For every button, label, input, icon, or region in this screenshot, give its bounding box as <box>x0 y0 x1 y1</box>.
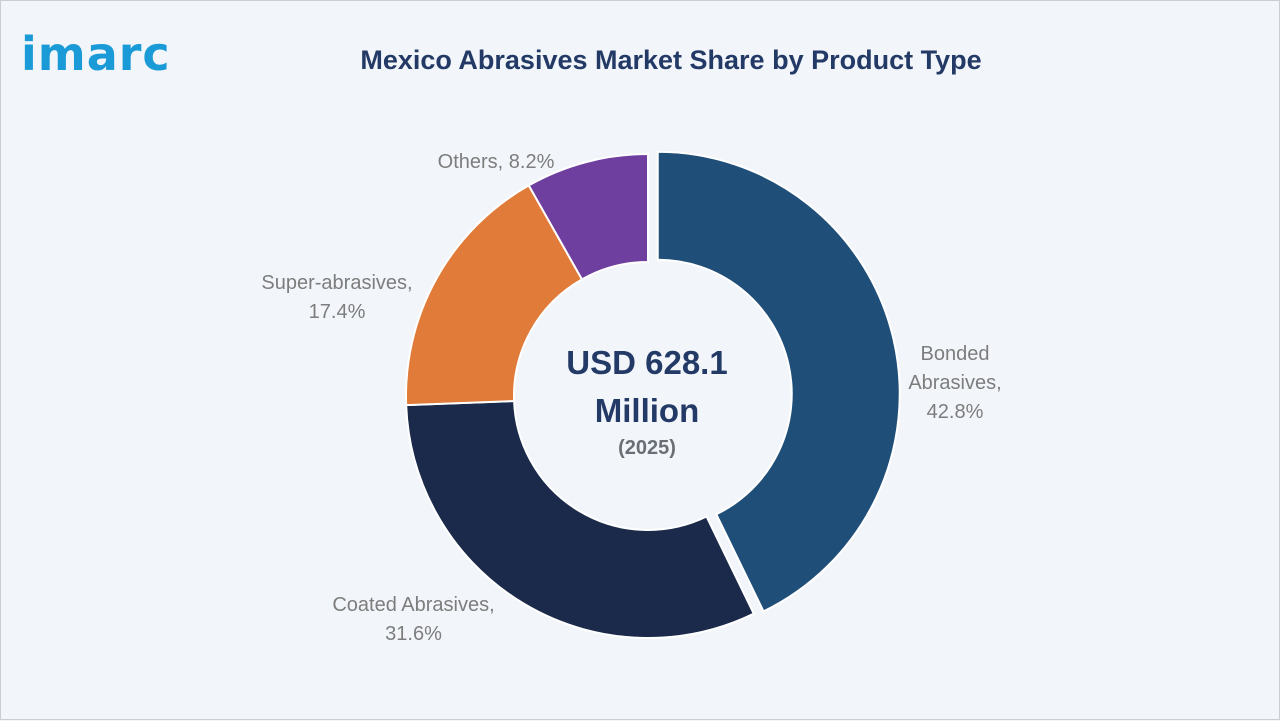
label-bonded-abrasives: Bonded Abrasives, 42.8% <box>881 340 1029 427</box>
label-super-abrasives: Super-abrasives, 17.4% <box>237 269 437 327</box>
label-super-line2: 17.4% <box>308 301 366 323</box>
label-super-line1: Super-abrasives, <box>261 272 413 294</box>
slice-super-abrasives <box>405 184 584 407</box>
label-others-line1: Others, 8.2% <box>437 151 555 173</box>
chart-title: Mexico Abrasives Market Share by Product… <box>360 45 982 75</box>
center-value-line2: Million <box>594 392 700 429</box>
slice-bonded-abrasives <box>656 150 901 613</box>
label-coated-line2: 31.6% <box>385 623 442 645</box>
label-coated-abrasives: Coated Abrasives, 31.6% <box>301 591 526 649</box>
label-coated-line1: Coated Abrasives, <box>332 594 495 616</box>
label-bonded-line2: Abrasives, <box>908 372 1002 394</box>
label-bonded-line3: 42.8% <box>926 401 984 423</box>
label-bonded-line1: Bonded <box>920 343 990 365</box>
slice-others <box>527 152 649 281</box>
center-total-value: USD 628.1 Million <box>527 339 767 435</box>
label-others: Others, 8.2% <box>411 148 581 177</box>
center-year: (2025) <box>618 437 676 459</box>
center-value-line1: USD 628.1 <box>566 344 728 381</box>
slice-coated-abrasives <box>405 400 756 639</box>
imarc-logo: imarc <box>21 27 171 81</box>
